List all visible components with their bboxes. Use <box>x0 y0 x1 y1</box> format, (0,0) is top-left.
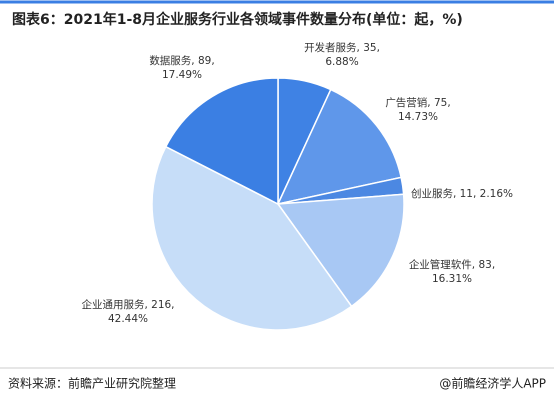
brand: @前瞻经济学人APP <box>439 376 546 391</box>
pie-slice <box>276 193 405 308</box>
source: 资料来源：前瞻产业研究院整理 <box>8 376 176 391</box>
data-label: 17.49% <box>162 69 202 81</box>
data-label: 14.73% <box>398 111 438 123</box>
data-label: 42.44% <box>108 313 148 325</box>
pie-slice <box>276 88 403 206</box>
data-label: 企业通用服务, 216, <box>81 298 174 311</box>
data-label: 6.88% <box>325 56 358 68</box>
data-label: 16.31% <box>432 273 472 285</box>
chart-title: 图表6：2021年1-8月企业服务行业各领域事件数量分布(单位：起，%) <box>12 11 463 28</box>
data-label: 创业服务, 11, 2.16% <box>411 187 513 200</box>
data-label: 企业管理软件, 83, <box>409 258 495 271</box>
pie-slice <box>151 145 353 331</box>
data-label: 广告营销, 75, <box>385 96 450 109</box>
data-label: 数据服务, 89, <box>149 54 214 67</box>
data-label: 开发者服务, 35, <box>304 41 380 54</box>
pie-slice <box>164 77 279 206</box>
